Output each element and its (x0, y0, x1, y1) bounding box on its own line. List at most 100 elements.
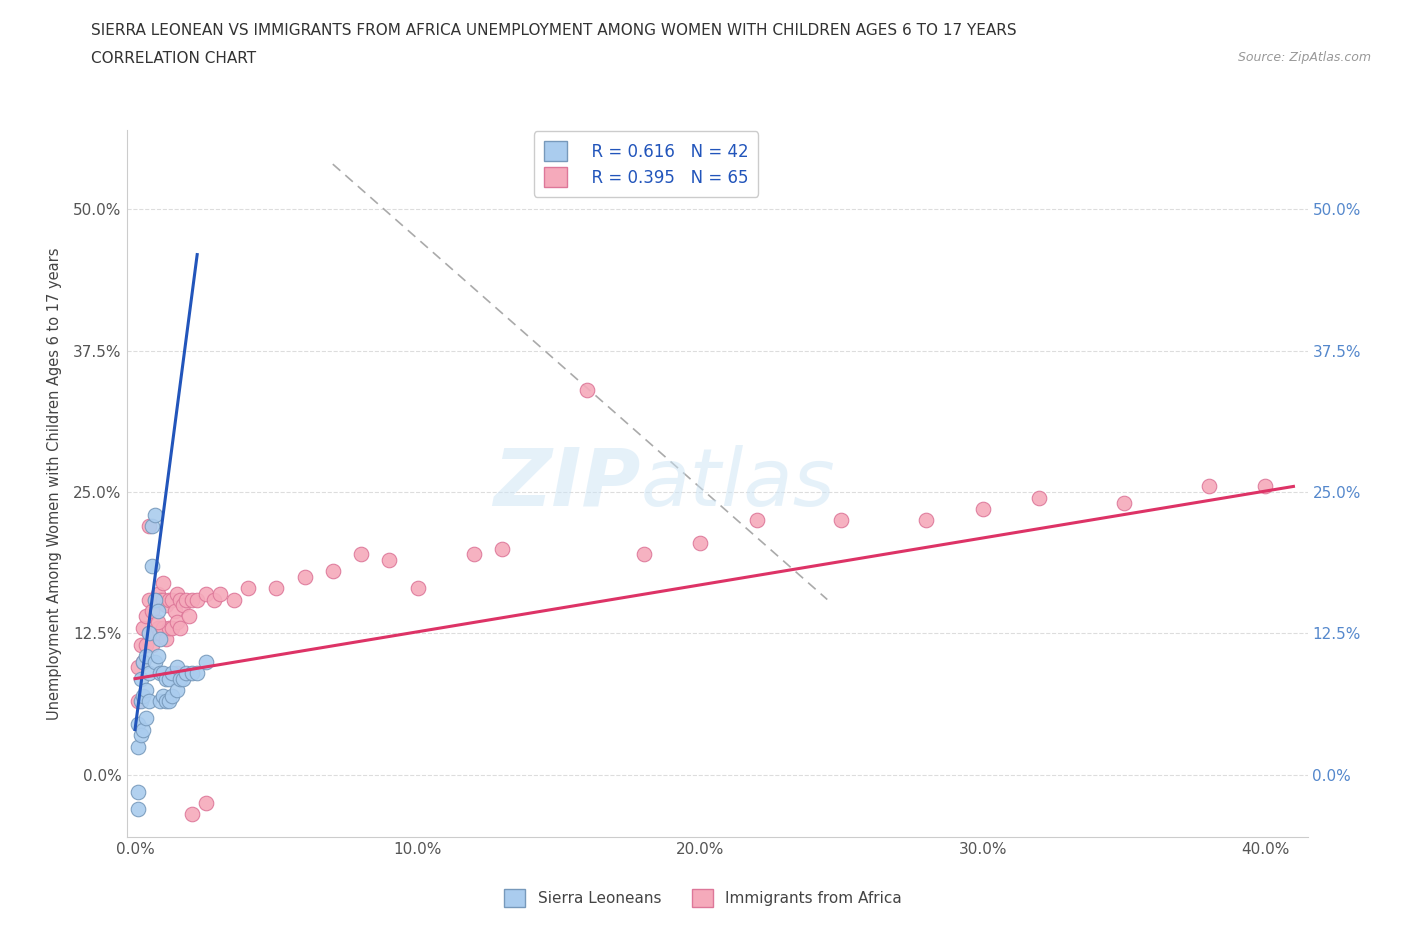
Point (350, 547, 373, 562)
Point (177, 609, 200, 624)
Point (491, 541, 513, 556)
Point (132, 655, 155, 670)
Point (163, 604, 186, 618)
Point (194, 796, 217, 811)
Point (972, 501, 994, 516)
Text: SIERRA LEONEAN VS IMMIGRANTS FROM AFRICA UNEMPLOYMENT AMONG WOMEN WITH CHILDREN : SIERRA LEONEAN VS IMMIGRANTS FROM AFRICA… (91, 23, 1017, 38)
Point (127, 716, 149, 731)
Point (745, 513, 768, 528)
Point (294, 569, 316, 584)
Point (194, 655, 217, 670)
Point (157, 592, 180, 607)
Point (172, 671, 194, 686)
Point (915, 513, 938, 528)
Point (152, 592, 174, 607)
Point (132, 688, 155, 703)
Point (146, 648, 169, 663)
Point (135, 648, 157, 663)
Point (146, 587, 169, 602)
Point (143, 507, 166, 522)
Point (152, 620, 174, 635)
Point (155, 598, 177, 613)
Point (146, 620, 169, 635)
Point (135, 683, 157, 698)
Point (166, 587, 188, 602)
Point (127, 660, 149, 675)
Point (149, 592, 172, 607)
Point (180, 807, 202, 822)
Point (1112, 496, 1135, 511)
Point (186, 592, 208, 607)
Point (138, 592, 160, 607)
Point (129, 637, 152, 652)
Point (166, 660, 188, 675)
Point (689, 536, 711, 551)
Point (127, 802, 149, 817)
Point (160, 592, 183, 607)
Point (138, 626, 160, 641)
Point (463, 547, 485, 562)
Point (194, 587, 217, 602)
Text: ZIP: ZIP (494, 445, 640, 523)
Point (155, 694, 177, 709)
Point (138, 666, 160, 681)
Point (146, 604, 169, 618)
Point (169, 620, 191, 635)
Point (169, 671, 191, 686)
Point (138, 519, 160, 534)
Point (830, 513, 852, 528)
Point (132, 655, 155, 670)
Point (202, 592, 225, 607)
Point (141, 519, 163, 534)
Text: atlas: atlas (640, 445, 835, 523)
Point (633, 547, 655, 562)
Point (143, 592, 166, 607)
Text: Source: ZipAtlas.com: Source: ZipAtlas.com (1237, 51, 1371, 64)
Point (160, 688, 183, 703)
Point (143, 592, 166, 607)
Point (160, 620, 183, 635)
Point (378, 552, 401, 567)
Point (169, 592, 191, 607)
Point (143, 655, 166, 670)
Point (149, 694, 172, 709)
Point (576, 383, 599, 398)
Point (186, 666, 208, 681)
Point (152, 688, 174, 703)
Point (406, 580, 429, 595)
Legend:   R = 0.616   N = 42,   R = 0.395   N = 65: R = 0.616 N = 42, R = 0.395 N = 65 (534, 131, 758, 196)
Point (180, 666, 202, 681)
Point (152, 575, 174, 590)
Point (143, 626, 166, 641)
Point (132, 620, 155, 635)
Point (157, 671, 180, 686)
Point (174, 666, 197, 681)
Point (135, 711, 157, 725)
Point (127, 739, 149, 754)
Point (1254, 479, 1277, 494)
Point (152, 666, 174, 681)
Point (129, 671, 152, 686)
Point (129, 728, 152, 743)
Point (222, 592, 245, 607)
Point (160, 666, 183, 681)
Point (127, 694, 149, 709)
Point (141, 604, 163, 618)
Point (166, 666, 188, 681)
Point (157, 694, 180, 709)
Point (155, 631, 177, 646)
Point (135, 637, 157, 652)
Point (166, 683, 188, 698)
Point (149, 626, 172, 641)
Legend: Sierra Leoneans, Immigrants from Africa: Sierra Leoneans, Immigrants from Africa (498, 884, 908, 913)
Point (166, 615, 188, 630)
Point (135, 609, 157, 624)
Point (141, 637, 163, 652)
Point (138, 694, 160, 709)
Y-axis label: Unemployment Among Women with Children Ages 6 to 17 years: Unemployment Among Women with Children A… (46, 247, 62, 720)
Point (236, 580, 259, 595)
Point (266, 580, 288, 595)
Point (127, 784, 149, 799)
Text: CORRELATION CHART: CORRELATION CHART (91, 51, 256, 66)
Point (132, 722, 155, 737)
